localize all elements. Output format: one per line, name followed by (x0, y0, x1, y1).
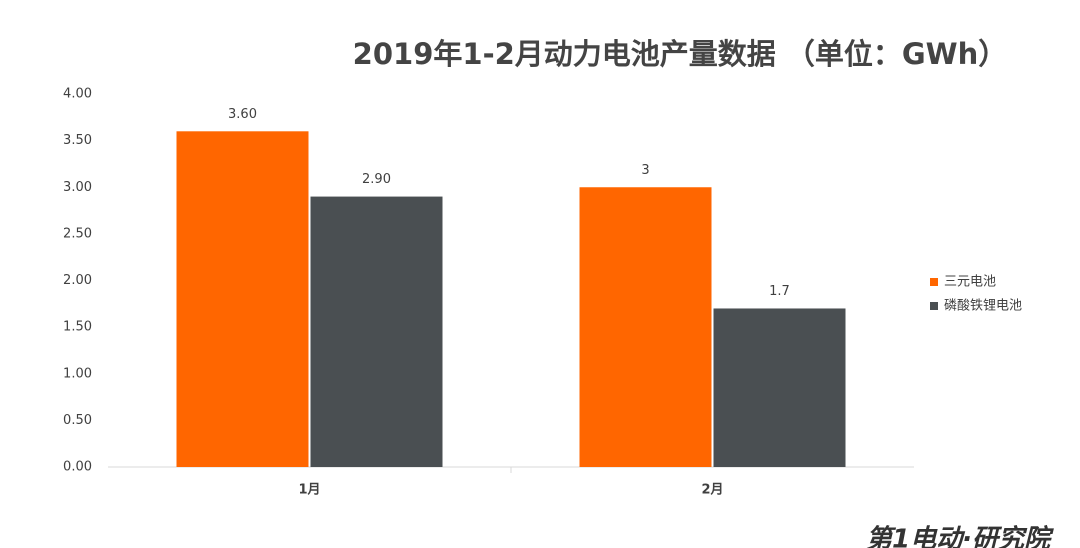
value-label: 1.7 (769, 284, 790, 299)
watermark: 第1电动·研究院 (866, 525, 1054, 548)
y-tick-label: 2.50 (63, 226, 92, 241)
y-tick-label: 2.00 (63, 273, 92, 288)
y-tick-label: 0.00 (63, 460, 92, 475)
y-tick-label: 0.50 (63, 413, 92, 428)
value-label: 3 (641, 163, 649, 178)
legend-swatch (930, 278, 938, 286)
legend-swatch (930, 302, 938, 310)
legend-label: 磷酸铁锂电池 (944, 299, 1022, 314)
value-label: 2.90 (362, 172, 391, 187)
y-tick-label: 3.50 (63, 133, 92, 148)
y-tick-label: 4.00 (63, 87, 92, 102)
value-label: 3.60 (228, 107, 257, 122)
x-tick-label: 2月 (701, 483, 723, 498)
y-tick-label: 1.50 (63, 320, 92, 335)
bar (310, 196, 443, 467)
y-tick-label: 1.00 (63, 366, 92, 381)
legend-label: 三元电池 (944, 275, 996, 290)
chart-title: 2019年1-2月动力电池产量数据 （单位：GWh） (353, 37, 1008, 71)
bar (579, 187, 712, 467)
y-tick-label: 3.00 (63, 180, 92, 195)
bar (176, 131, 309, 468)
x-tick-label: 1月 (298, 483, 320, 498)
bar (713, 308, 846, 467)
